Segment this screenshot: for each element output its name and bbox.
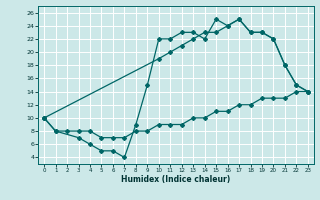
X-axis label: Humidex (Indice chaleur): Humidex (Indice chaleur) xyxy=(121,175,231,184)
